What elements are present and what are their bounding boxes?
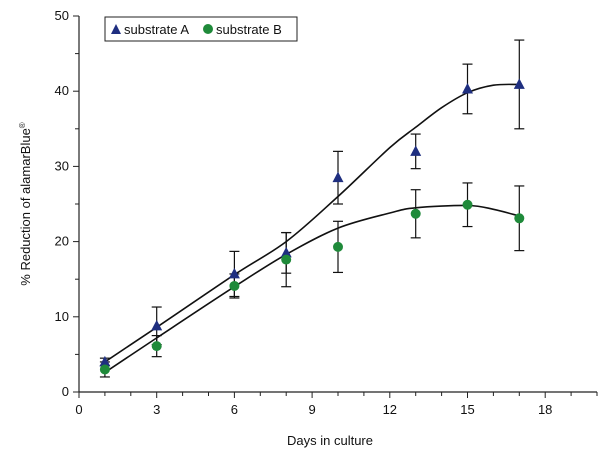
y-axis-title-group: % Reduction of alamarBlue® (18, 122, 33, 286)
data-point-substrate-b (229, 280, 240, 291)
data-point-substrate-b (281, 254, 292, 265)
x-tick-label: 3 (153, 402, 160, 417)
axis-ticks: 0 3 6 9 12 15 18 0 10 20 30 40 50 (55, 8, 598, 417)
y-tick-label: 50 (55, 8, 69, 23)
legend-label-substrate-a: substrate A (124, 22, 189, 37)
data-point-substrate-a (462, 82, 473, 94)
x-tick-label: 15 (460, 402, 474, 417)
data-point-substrate-b (333, 241, 343, 252)
y-tick-label: 30 (55, 158, 69, 173)
x-tick-label: 9 (308, 402, 315, 417)
y-axis-title-mark: ® (18, 122, 27, 128)
x-tick-label: 18 (538, 402, 552, 417)
trend-line-substrate-a (104, 83, 520, 363)
x-tick-label: 0 (75, 402, 82, 417)
data-point-substrate-b (462, 199, 473, 210)
x-axis-title: Days in culture (287, 433, 373, 448)
legend-marker-substrate-a (111, 24, 121, 34)
data-point-substrate-a (99, 355, 111, 367)
y-axis-title: % Reduction of alamarBlue® (18, 122, 33, 286)
data-point-substrate-a (228, 267, 240, 279)
plot-area (99, 39, 525, 378)
x-tick-label: 6 (231, 402, 238, 417)
y-tick-label: 0 (62, 384, 69, 399)
y-tick-label: 10 (55, 309, 69, 324)
data-point-substrate-b (410, 208, 421, 219)
data-point-substrate-a (332, 171, 344, 183)
data-point-substrate-a (151, 319, 163, 331)
data-point-substrate-a (410, 145, 422, 156)
y-tick-label: 40 (55, 83, 69, 98)
legend-marker-substrate-b (203, 24, 213, 34)
data-point-substrate-a (513, 78, 525, 89)
legend: substrate A substrate B (104, 16, 298, 42)
x-tick-label: 12 (383, 402, 397, 417)
data-point-substrate-b (99, 364, 110, 375)
legend-label-substrate-b: substrate B (216, 22, 282, 37)
data-point-substrate-b (514, 213, 525, 224)
y-axis-title-text: % Reduction of alamarBlue (18, 128, 33, 286)
trend-line-substrate-b (104, 204, 520, 374)
y-tick-label: 20 (55, 234, 69, 249)
data-point-substrate-b (151, 341, 162, 352)
data-point-substrate-a (280, 246, 292, 258)
legend-box (104, 16, 298, 42)
